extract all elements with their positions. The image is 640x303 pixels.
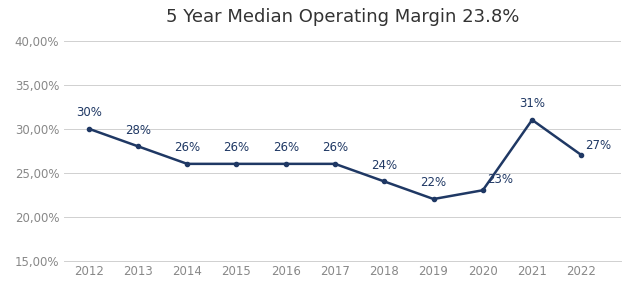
Text: 31%: 31% [519,97,545,110]
Text: 28%: 28% [125,124,151,137]
Text: 26%: 26% [223,141,250,154]
Text: 30%: 30% [76,106,102,119]
Text: 26%: 26% [273,141,299,154]
Title: 5 Year Median Operating Margin 23.8%: 5 Year Median Operating Margin 23.8% [166,8,519,26]
Text: 26%: 26% [322,141,348,154]
Text: 27%: 27% [586,139,612,152]
Text: 26%: 26% [174,141,200,154]
Text: 24%: 24% [371,159,397,172]
Text: 23%: 23% [487,173,513,186]
Text: 22%: 22% [420,176,447,189]
